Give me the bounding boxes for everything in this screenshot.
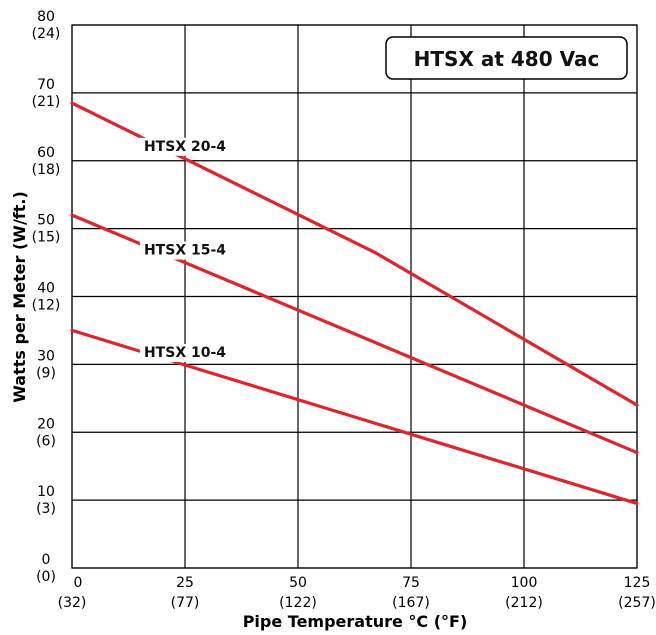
- y-tick-sublabel: (21): [32, 94, 61, 110]
- grid-lines: [71, 24, 638, 569]
- y-tick-label: 10: [37, 484, 55, 500]
- plot-frame: [71, 24, 638, 569]
- title-box-frame: [385, 36, 628, 80]
- x-tick-label: 25: [176, 575, 194, 591]
- x-axis-title: Pipe Temperature °C (°F): [243, 612, 468, 631]
- series-labels: HTSX 20-4 HTSX 15-4 HTSX 10-4: [139, 137, 231, 363]
- y-tick-label: 70: [37, 77, 55, 93]
- series-label: HTSX 10-4: [144, 345, 226, 361]
- y-tick-label: 50: [37, 213, 55, 229]
- series-label-group: HTSX 10-4: [139, 344, 231, 363]
- x-tick-label: 50: [289, 575, 307, 591]
- y-tick-sublabel: (18): [32, 162, 61, 178]
- series-label: HTSX 15-4: [144, 243, 226, 259]
- y-tick-label: 80: [37, 9, 55, 25]
- x-tick-sublabel: (122): [279, 595, 317, 611]
- y-tick-sublabel: (12): [32, 298, 61, 314]
- series-label-group: HTSX 15-4: [139, 241, 231, 260]
- series-label: HTSX 20-4: [144, 139, 226, 155]
- y-tick-label: 60: [37, 145, 55, 161]
- y-tick-label: 20: [37, 416, 55, 432]
- series-label-background: [139, 137, 231, 156]
- y-tick-sublabel: (24): [32, 26, 61, 42]
- x-tick-sublabel: (32): [58, 595, 87, 611]
- chart-title: HTSX at 480 Vac: [414, 47, 600, 71]
- series-label-background: [139, 344, 231, 363]
- y-tick-label: 30: [37, 348, 55, 364]
- x-tick-label: 125: [624, 575, 651, 591]
- y-tick-label: 40: [37, 281, 55, 297]
- chart-title-box: HTSX at 480 Vac: [385, 36, 628, 80]
- series-label-group: HTSX 20-4: [139, 137, 231, 156]
- series-lines: [70, 101, 639, 506]
- x-tick-sublabel: (212): [505, 595, 543, 611]
- y-tick-sublabel: (3): [36, 501, 56, 517]
- x-tick-label: 0: [74, 575, 83, 591]
- y-tick-sublabel: (0): [36, 569, 56, 585]
- x-tick-sublabel: (257): [618, 595, 656, 611]
- x-tick-sublabel: (167): [392, 595, 430, 611]
- tick-labels: 0(0)10(3)20(6)30(9)40(12)50(15)60(18)70(…: [32, 9, 656, 611]
- y-tick-sublabel: (6): [36, 433, 56, 449]
- x-tick-sublabel: (77): [171, 595, 200, 611]
- y-tick-label: 0: [42, 552, 51, 568]
- x-tick-label: 75: [402, 575, 420, 591]
- y-axis-title: Watts per Meter (W/ft.): [10, 191, 29, 403]
- y-tick-sublabel: (15): [32, 230, 61, 246]
- x-tick-label: 100: [511, 575, 538, 591]
- y-tick-sublabel: (9): [36, 365, 56, 381]
- series-label-background: [139, 241, 231, 260]
